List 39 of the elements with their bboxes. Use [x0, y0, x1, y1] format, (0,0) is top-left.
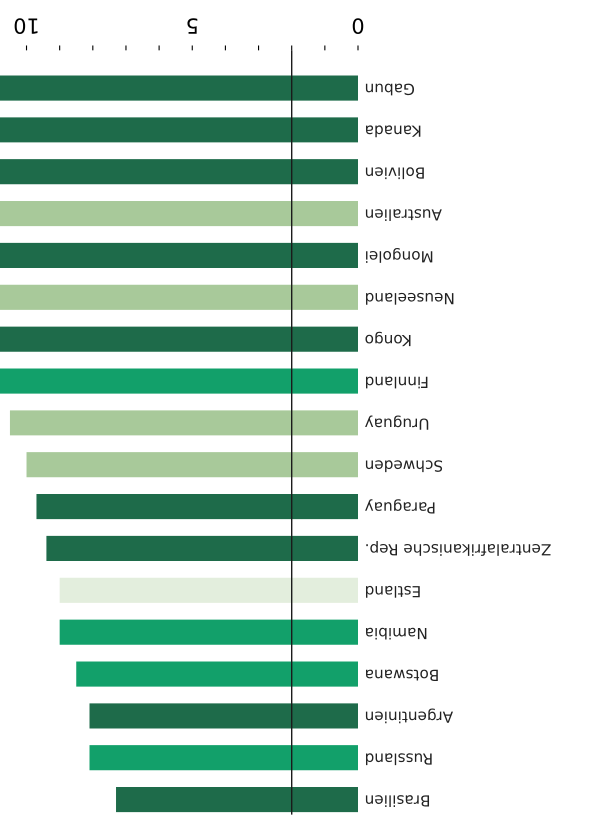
y-tick-label: Botswana — [366, 670, 438, 681]
bar — [0, 159, 358, 184]
bar — [90, 745, 358, 770]
x-tick-label: 0 — [352, 18, 364, 34]
bar — [60, 620, 358, 645]
bar — [0, 242, 358, 268]
y-tick-label: Zentralafrikanische Rep. — [366, 541, 551, 556]
y-tick-label: Brasilien — [366, 795, 430, 807]
bar — [60, 578, 358, 603]
y-tick-label: Namibia — [366, 628, 426, 640]
bar — [0, 368, 358, 394]
y-tick-label: Mongolei — [366, 248, 432, 263]
y-tick-label: Estland — [366, 586, 420, 598]
y-tick-label: Neuseeland — [366, 292, 454, 305]
y-tick-label: Finnland — [366, 376, 428, 388]
y-tick-label: Bolivien — [366, 167, 424, 180]
bar — [90, 703, 358, 728]
bar — [36, 494, 358, 520]
x-tick-label: 5 — [187, 18, 198, 34]
bar — [10, 410, 358, 436]
y-tick-label: Argentinien — [366, 708, 453, 724]
y-tick-label: Kongo — [365, 332, 410, 346]
y-tick-label: Kanada — [366, 125, 420, 138]
bar — [76, 661, 358, 687]
bar — [46, 536, 358, 562]
y-tick-label: Uruguay — [365, 415, 428, 430]
bar — [0, 201, 358, 226]
bar — [116, 787, 358, 812]
bar — [0, 75, 358, 101]
y-tick-label: Paraguay — [365, 499, 434, 514]
bar — [26, 452, 358, 478]
y-tick-label: Schweden — [366, 460, 442, 472]
y-tick-label: Australien — [366, 209, 442, 221]
y-tick-label: Russland — [366, 753, 432, 766]
x-tick-label: 10 — [14, 18, 38, 34]
bar — [0, 284, 358, 310]
bar — [0, 117, 358, 142]
y-tick-label: Gabun — [366, 84, 414, 96]
bar — [0, 326, 358, 352]
